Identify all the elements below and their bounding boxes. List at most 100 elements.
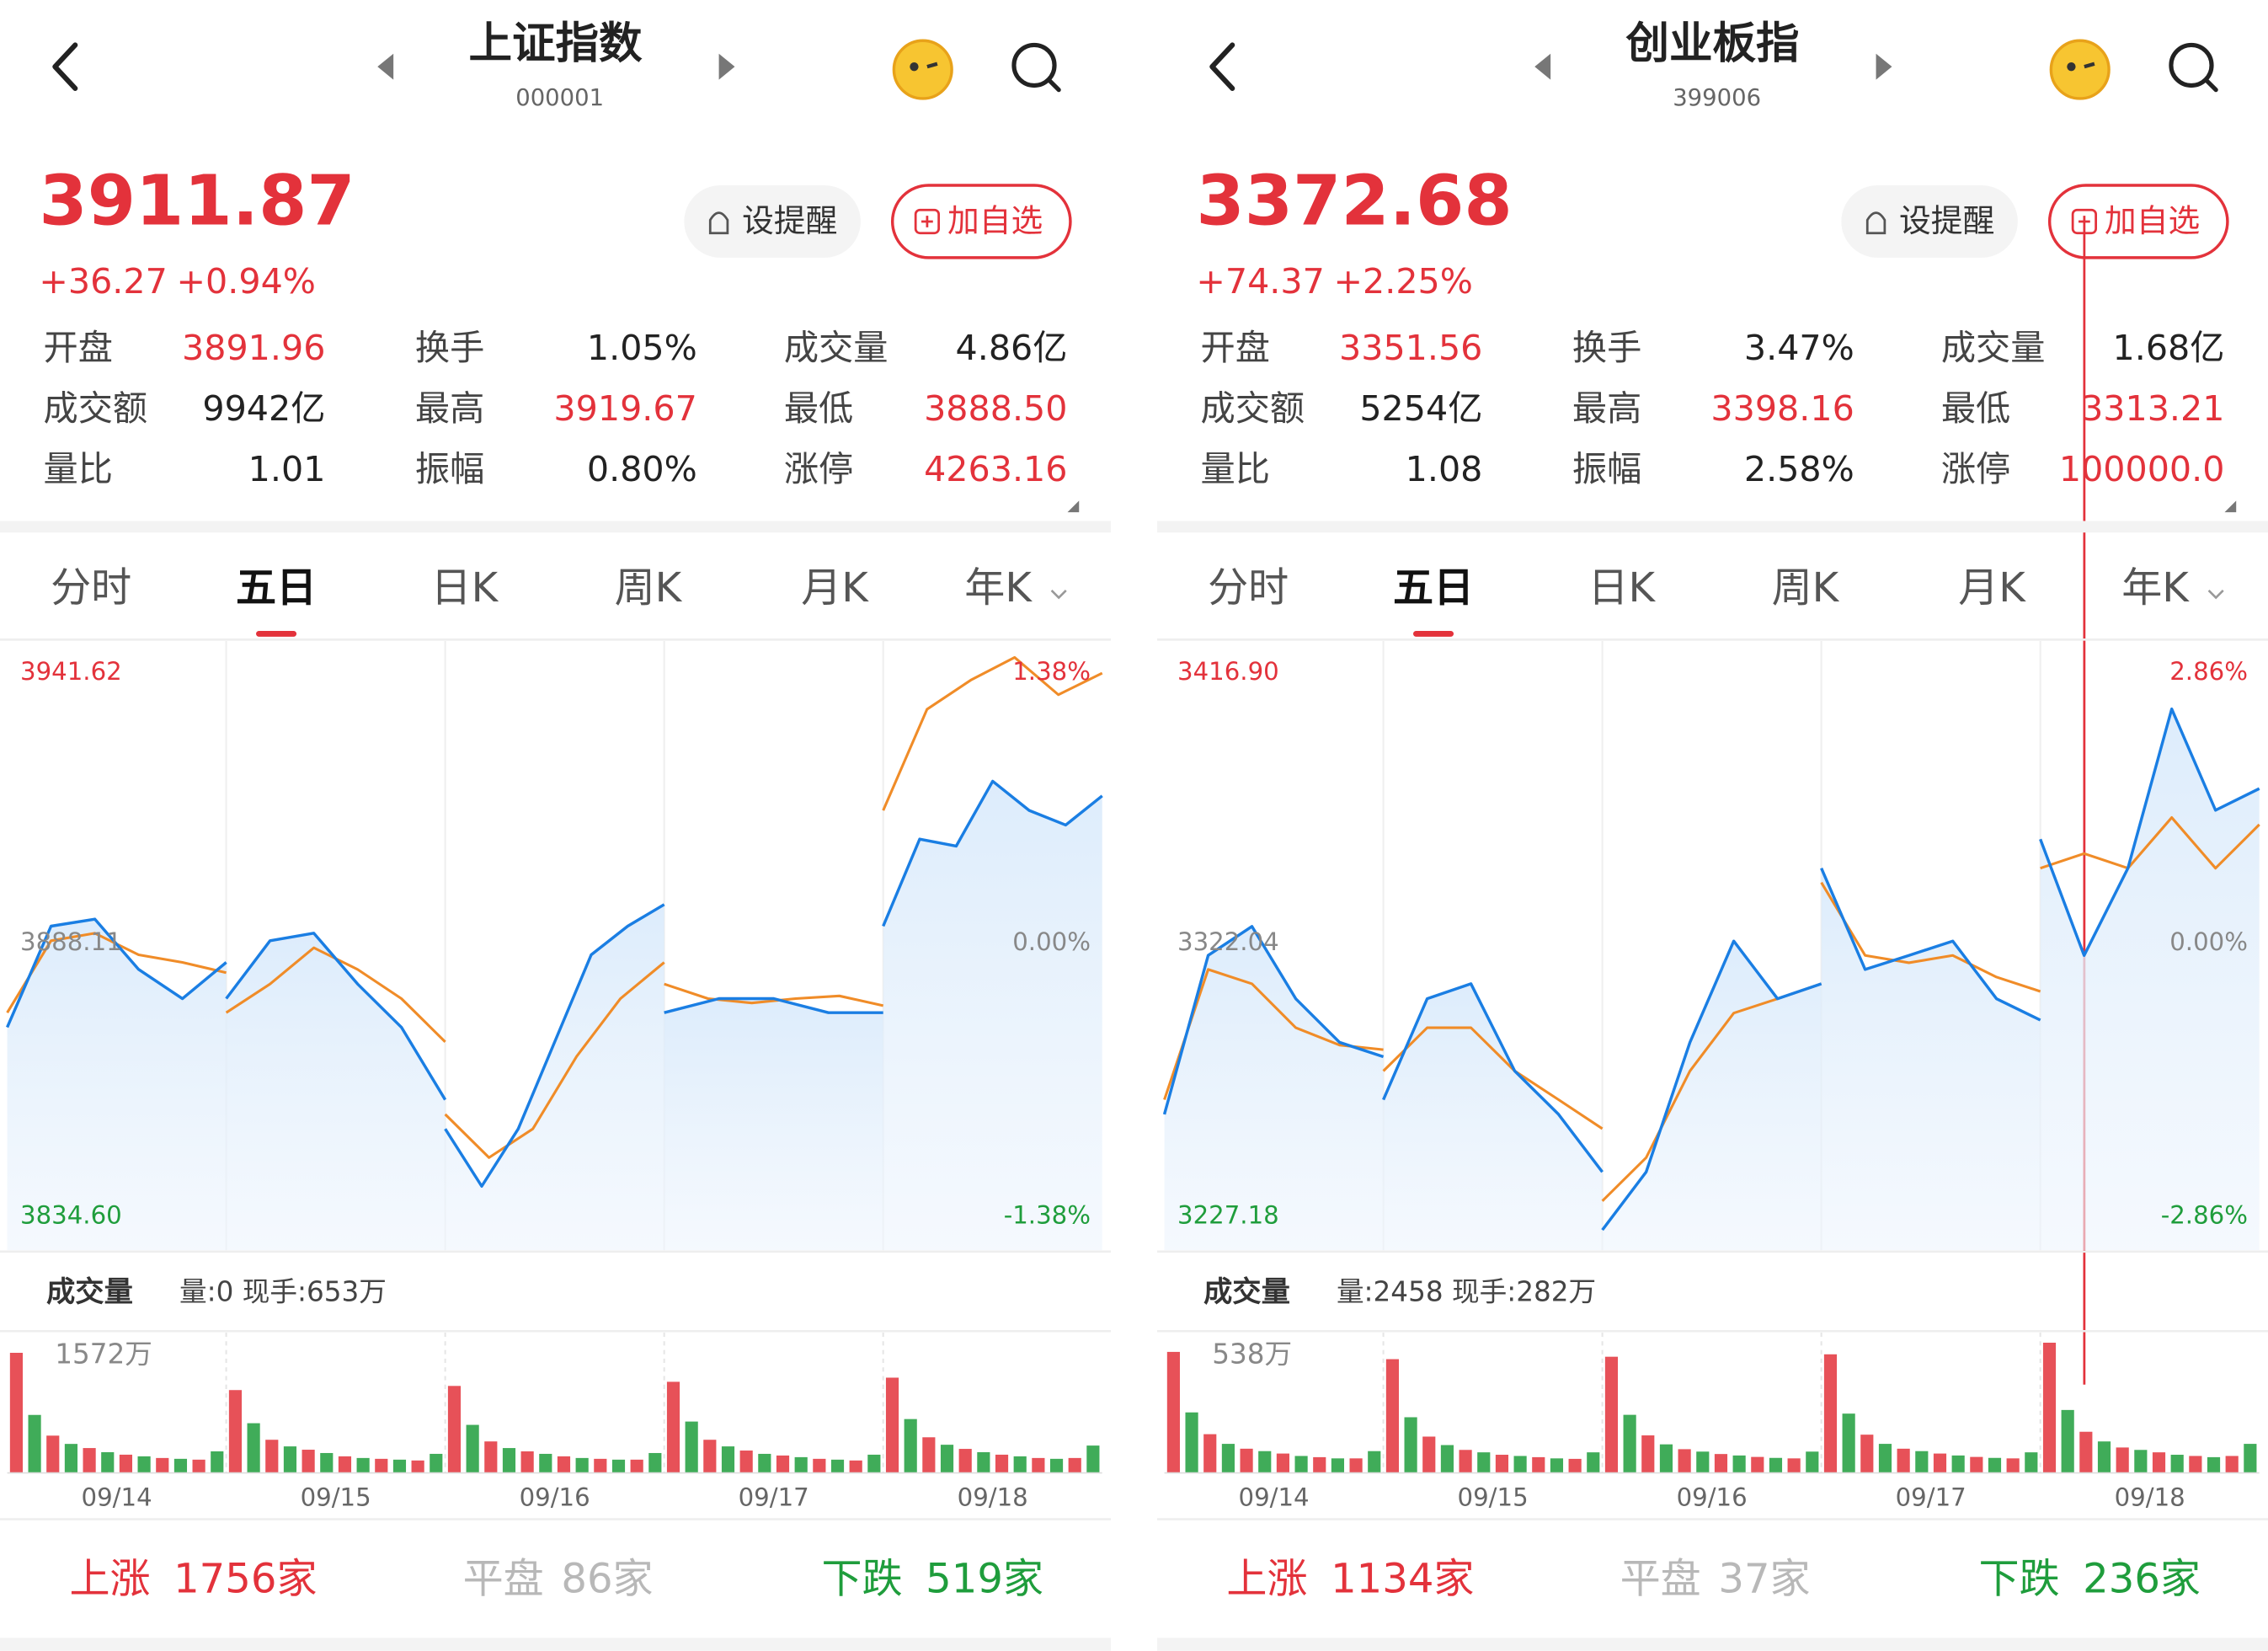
change: +74.37	[1196, 261, 1324, 302]
volume-bar	[922, 1437, 936, 1473]
next-arrow[interactable]	[718, 53, 735, 80]
tab[interactable]: 分时	[1208, 564, 1289, 612]
tab-indicator	[255, 630, 297, 637]
prev-arrow[interactable]	[1534, 53, 1551, 80]
breadth-count: 37家	[1718, 1555, 1810, 1602]
volume-bar	[958, 1449, 972, 1473]
alert-button-label: 设提醒	[742, 202, 837, 239]
volume-bar	[520, 1451, 534, 1473]
tab[interactable]: 分时	[51, 564, 131, 612]
stat-label: 量比	[1201, 449, 1270, 489]
volume-bar	[1970, 1456, 1983, 1473]
volume-bar	[539, 1453, 552, 1473]
date-label: 09/14	[1239, 1483, 1310, 1511]
back-button[interactable]	[1209, 42, 1235, 91]
price-line	[664, 996, 883, 1014]
volume-bar	[392, 1459, 407, 1473]
price-area	[1383, 983, 1603, 1251]
volume-bar	[1787, 1458, 1801, 1473]
stat-value: 4263.16	[924, 449, 1067, 489]
bell-icon	[1865, 211, 1886, 235]
stat-value: 1.68亿	[2113, 328, 2225, 368]
mascot-wink	[926, 61, 938, 69]
stat-label: 成交额	[1201, 388, 1305, 429]
breadth-count: 86家	[561, 1555, 653, 1602]
volume-bar	[1240, 1448, 1253, 1473]
y2-tick-label: 1.38%	[1012, 657, 1091, 686]
date-label: 09/15	[1458, 1483, 1529, 1511]
price-line	[225, 932, 447, 1101]
volume-bar	[904, 1419, 917, 1473]
volume-bar	[1933, 1453, 1947, 1473]
expand-corner	[2224, 500, 2237, 513]
price-line	[1382, 982, 1604, 1173]
tab[interactable]: 五日	[236, 564, 317, 612]
volume-bar	[2025, 1452, 2038, 1473]
alert-button-label: 设提醒	[1899, 202, 1994, 239]
prev-arrow[interactable]	[377, 53, 394, 80]
volume-max-label: 538万	[1212, 1338, 1292, 1370]
volume-bar	[1221, 1444, 1235, 1473]
tab[interactable]: 年K	[964, 564, 1033, 612]
watchlist-button[interactable]	[2047, 184, 2229, 259]
volume-bar	[721, 1446, 735, 1473]
volume-bar	[2061, 1409, 2074, 1473]
stat-value: 3351.56	[1339, 328, 1482, 368]
tab[interactable]: 五日	[1393, 564, 1474, 612]
volume-bar	[1166, 1351, 1180, 1473]
volume-bar	[2116, 1447, 2129, 1473]
date-label: 09/16	[1677, 1483, 1748, 1511]
volume-bar	[1751, 1456, 1764, 1473]
price-area	[1821, 868, 2041, 1251]
search-icon[interactable]	[1011, 42, 1057, 88]
plus-sign	[921, 216, 933, 227]
price: 3372.68	[1196, 161, 1512, 242]
price-area	[664, 998, 883, 1251]
watchlist-button[interactable]	[890, 184, 1072, 259]
volume-bar	[1068, 1457, 1081, 1473]
date-label: 09/15	[301, 1483, 371, 1511]
alert-button[interactable]	[1841, 185, 2018, 258]
volume-bar	[28, 1414, 41, 1473]
breadth-label: 上涨	[1226, 1555, 1307, 1602]
tab[interactable]: 月K	[801, 564, 869, 612]
volume-bar	[1440, 1445, 1454, 1473]
stat-label: 成交额	[44, 388, 148, 429]
average-line	[2040, 816, 2260, 870]
tab-chevron	[1050, 589, 1067, 600]
volume-bar	[1459, 1450, 1472, 1473]
breadth-count: 1756家	[173, 1555, 317, 1602]
stat-value: 100000.0	[2059, 449, 2225, 489]
search-icon[interactable]	[2169, 42, 2214, 88]
search-handle	[1046, 77, 1061, 93]
tab[interactable]: 年K	[2121, 564, 2190, 612]
tab[interactable]: 周K	[615, 564, 683, 612]
date-label: 09/18	[958, 1483, 1028, 1511]
tab[interactable]: 月K	[1958, 564, 2026, 612]
y-tick-label: 3834.60	[20, 1201, 122, 1230]
stat-label: 换手	[1572, 328, 1641, 368]
volume-bar	[1641, 1435, 1655, 1473]
tab[interactable]: 日K	[1588, 564, 1656, 612]
back-button[interactable]	[52, 42, 78, 91]
divider-band	[0, 1638, 1112, 1651]
breadth-label: 平盘	[1620, 1555, 1701, 1602]
volume-bar	[1696, 1451, 1710, 1473]
volume-bar	[1032, 1457, 1045, 1473]
volume-bar	[1086, 1445, 1100, 1473]
watchlist-button-label: 加自选	[2105, 202, 2200, 239]
volume-bar	[2170, 1455, 2184, 1473]
volume-title: 成交量	[46, 1275, 133, 1309]
y2-tick-label: -1.38%	[1004, 1201, 1091, 1230]
mascot-eye	[910, 62, 919, 72]
volume-bar	[265, 1440, 279, 1473]
y2-tick-label: 2.86%	[2169, 657, 2248, 686]
tab[interactable]: 周K	[1772, 564, 1840, 612]
mascot-icon[interactable]	[2049, 39, 2111, 100]
tab[interactable]: 日K	[431, 564, 499, 612]
mascot-icon[interactable]	[892, 39, 953, 100]
next-arrow[interactable]	[1876, 53, 1892, 80]
alert-button[interactable]	[684, 185, 861, 258]
breadth-count: 236家	[2083, 1555, 2201, 1602]
